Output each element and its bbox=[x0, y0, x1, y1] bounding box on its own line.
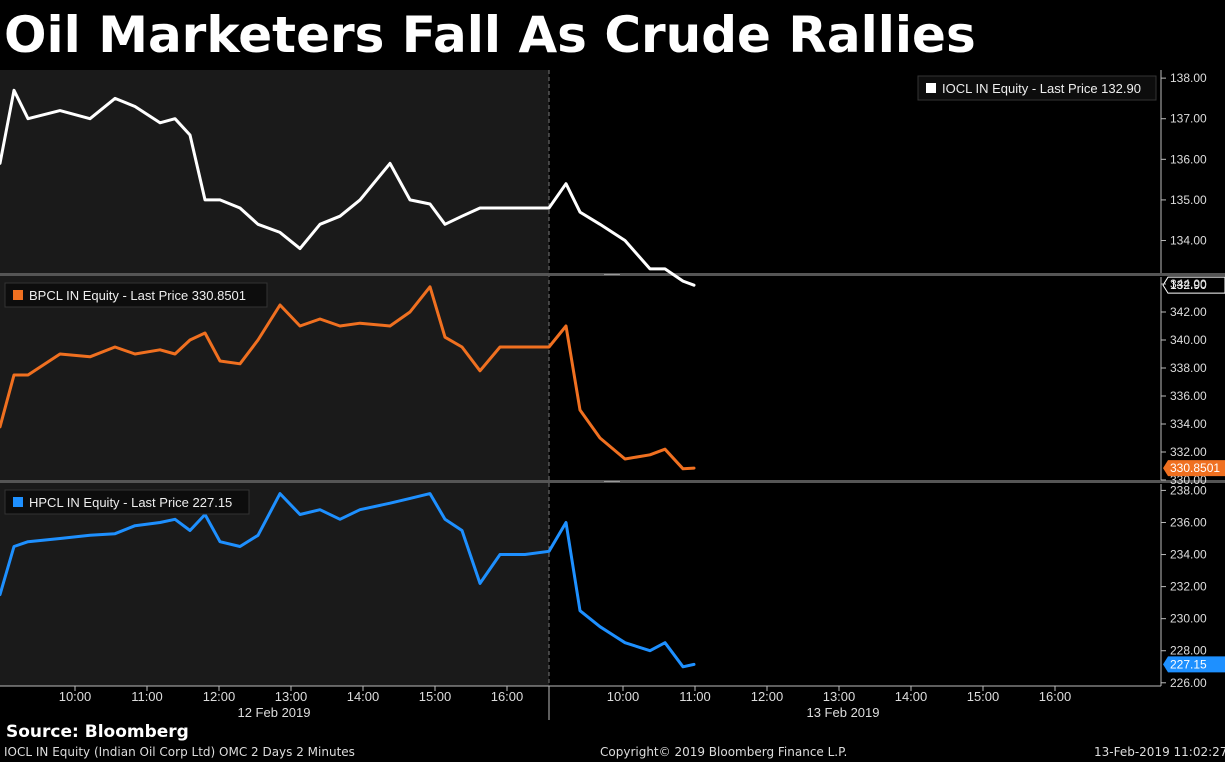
footer-security: IOCL IN Equity (Indian Oil Corp Ltd) OMC… bbox=[4, 745, 355, 759]
iocl-y-tick-label: 137.00 bbox=[1170, 112, 1207, 126]
bpcl-legend-box bbox=[4, 282, 268, 308]
hpcl-legend-box bbox=[4, 489, 250, 515]
hpcl-y-tick-label: 238.00 bbox=[1170, 483, 1207, 497]
hpcl-price-line bbox=[0, 492, 696, 669]
hpcl-y-tick-label: 230.00 bbox=[1170, 612, 1207, 626]
hpcl-legend-label: HPCL IN Equity - Last Price 227.15 bbox=[29, 495, 232, 510]
x-tick-label: 13:00 bbox=[823, 689, 856, 704]
x-tick-label: 12:00 bbox=[203, 689, 236, 704]
chart-title: Oil Marketers Fall As Crude Rallies bbox=[4, 6, 976, 64]
bpcl-y-tick-label: 342.00 bbox=[1170, 305, 1207, 319]
hpcl-last-price-tag bbox=[1163, 656, 1225, 673]
x-tick-label: 11:00 bbox=[679, 689, 711, 704]
day1-shade bbox=[0, 70, 549, 686]
x-tick-label: 15:00 bbox=[967, 689, 1000, 704]
footer-timestamp: 13-Feb-2019 11:02:27 bbox=[1094, 745, 1225, 759]
x-date-label: 12 Feb 2019 bbox=[237, 705, 310, 720]
bpcl-legend-label: BPCL IN Equity - Last Price 330.8501 bbox=[29, 288, 246, 303]
iocl-y-tick-label: 138.00 bbox=[1170, 71, 1207, 85]
x-tick-label: 16:00 bbox=[1039, 689, 1072, 704]
bpcl-y-tick-label: 336.00 bbox=[1170, 389, 1207, 403]
source-label: Source: Bloomberg bbox=[6, 722, 189, 742]
x-tick-label: 10:00 bbox=[607, 689, 640, 704]
iocl-legend-label: IOCL IN Equity - Last Price 132.90 bbox=[942, 81, 1141, 96]
iocl-y-tick-label: 136.00 bbox=[1170, 152, 1207, 166]
hpcl-y-tick-label: 228.00 bbox=[1170, 644, 1207, 658]
x-tick-label: 16:00 bbox=[491, 689, 524, 704]
x-tick-label: 10:00 bbox=[59, 689, 92, 704]
hpcl-y-tick-label: 232.00 bbox=[1170, 580, 1207, 594]
x-date-label: 13 Feb 2019 bbox=[806, 705, 879, 720]
bpcl-y-tick-label: 334.00 bbox=[1170, 417, 1207, 431]
bpcl-y-tick-label: 344.00 bbox=[1170, 277, 1207, 291]
hpcl-legend-swatch bbox=[13, 497, 23, 507]
bpcl-last-price-label: 330.8501 bbox=[1170, 461, 1220, 475]
x-tick-label: 11:00 bbox=[131, 689, 163, 704]
hpcl-y-tick-label: 226.00 bbox=[1170, 676, 1207, 690]
iocl-y-tick-label: 135.00 bbox=[1170, 193, 1207, 207]
x-tick-label: 14:00 bbox=[347, 689, 380, 704]
iocl-legend-swatch bbox=[926, 83, 936, 93]
iocl-legend-box bbox=[917, 75, 1157, 101]
hpcl-last-price-label: 227.15 bbox=[1170, 657, 1207, 671]
panel-separator-handle-1 bbox=[604, 274, 620, 275]
bpcl-y-tick-label: 338.00 bbox=[1170, 361, 1207, 375]
bpcl-price-line bbox=[0, 285, 696, 471]
footer-copyright: Copyright© 2019 Bloomberg Finance L.P. bbox=[600, 745, 848, 759]
x-tick-label: 15:00 bbox=[419, 689, 452, 704]
hpcl-y-tick-label: 236.00 bbox=[1170, 515, 1207, 529]
x-tick-label: 12:00 bbox=[751, 689, 784, 704]
bpcl-last-price-tag bbox=[1163, 460, 1225, 477]
panel-separator-handle-2 bbox=[604, 481, 620, 482]
x-tick-label: 13:00 bbox=[275, 689, 308, 704]
iocl-last-price-label: 132.90 bbox=[1170, 278, 1207, 292]
hpcl-y-tick-label: 234.00 bbox=[1170, 548, 1207, 562]
bpcl-legend-swatch bbox=[13, 290, 23, 300]
bpcl-y-tick-label: 332.00 bbox=[1170, 445, 1207, 459]
bpcl-y-tick-label: 340.00 bbox=[1170, 333, 1207, 347]
iocl-price-line bbox=[0, 88, 696, 287]
bpcl-y-tick-label: 330.00 bbox=[1170, 473, 1207, 487]
x-tick-label: 14:00 bbox=[895, 689, 928, 704]
iocl-last-price-tag bbox=[1162, 276, 1225, 294]
iocl-y-tick-label: 134.00 bbox=[1170, 234, 1207, 248]
